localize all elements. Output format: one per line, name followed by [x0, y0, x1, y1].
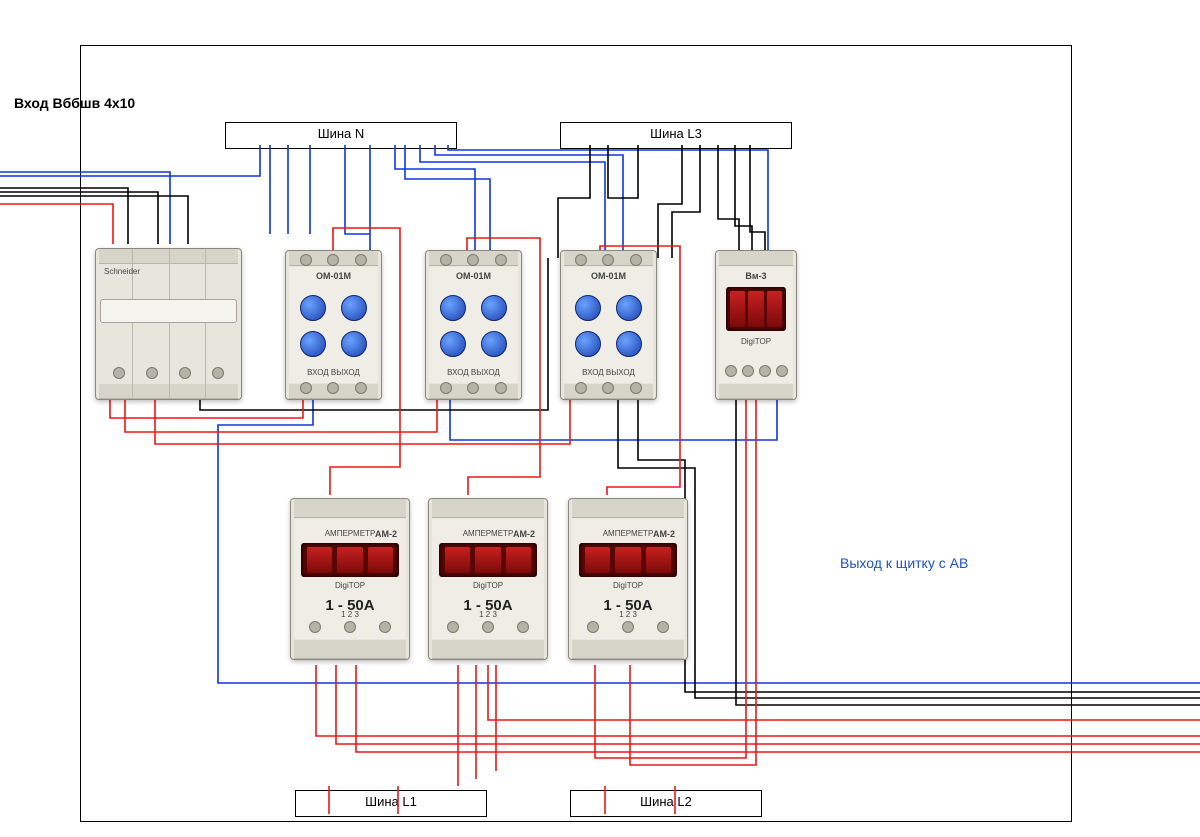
busbar-N: Шина N [225, 122, 457, 149]
relay-io-label: ВХОД ВЫХОД [561, 368, 656, 377]
relay-knob-3[interactable] [575, 331, 601, 357]
ammeter-bottom-cap [294, 640, 406, 659]
relay-top-terminals [567, 254, 650, 268]
voltmeter-bottom-cap [719, 384, 793, 399]
ammeter-display [301, 543, 399, 577]
voltmeter-top-cap [719, 251, 793, 266]
busbar-L2: Шина L2 [570, 790, 762, 817]
output-label: Выход к щитку с АВ [840, 555, 968, 571]
voltmeter-display [726, 287, 786, 331]
ammeter-model: АМ-2 [513, 529, 535, 539]
breaker-terminals [102, 367, 235, 381]
ammeter-2[interactable]: АМПЕРМЕТРАМ-2DigiTOP1 - 50A1 2 3 [428, 498, 548, 660]
relay-bottom-terminals [292, 382, 375, 396]
diagram-stage: Вход Вббшв 4х10 Выход к щитку с АВ Шина N Ш… [0, 0, 1200, 837]
ammeter-brand: DigiTOP [429, 581, 547, 590]
relay-knob-1[interactable] [300, 295, 326, 321]
ammeter-terminals [297, 621, 403, 635]
ammeter-model: АМ-2 [375, 529, 397, 539]
breaker-toggle[interactable] [100, 299, 237, 323]
ammeter-display [579, 543, 677, 577]
voltmeter[interactable]: Вм-3 DigiTOP [715, 250, 797, 400]
relay-model: ОМ-01М [426, 271, 521, 281]
relay-model: ОМ-01М [286, 271, 381, 281]
relay-io-label: ВХОД ВЫХОД [426, 368, 521, 377]
relay-top-terminals [432, 254, 515, 268]
ammeter-brand: DigiTOP [291, 581, 409, 590]
relay-knob-2[interactable] [341, 295, 367, 321]
relay-knob-2[interactable] [481, 295, 507, 321]
relay-io-label: ВХОД ВЫХОД [286, 368, 381, 377]
relay-knob-2[interactable] [616, 295, 642, 321]
relay-body [289, 267, 378, 383]
ammeter-brand: DigiTOP [569, 581, 687, 590]
ammeter-terminal-numbers: 1 2 3 [429, 610, 547, 619]
relay-knob-4[interactable] [481, 331, 507, 357]
relay-knob-3[interactable] [440, 331, 466, 357]
relay-3[interactable]: ОМ-01М ВХОД ВЫХОД [560, 250, 657, 400]
relay-body [564, 267, 653, 383]
ammeter-terminals [435, 621, 541, 635]
ammeter-terminals [575, 621, 681, 635]
input-label: Вход Вббшв 4х10 [14, 95, 135, 111]
voltmeter-model: Вм-3 [716, 271, 796, 281]
voltmeter-terminals [722, 365, 790, 379]
relay-1[interactable]: ОМ-01М ВХОД ВЫХОД [285, 250, 382, 400]
ammeter-top-cap [432, 499, 544, 518]
panel-frame [80, 45, 1072, 822]
voltmeter-brand: DigiTOP [716, 337, 796, 346]
relay-knob-1[interactable] [440, 295, 466, 321]
main-breaker[interactable]: Schneider [95, 248, 242, 400]
busbar-L3: Шина L3 [560, 122, 792, 149]
relay-knob-3[interactable] [300, 331, 326, 357]
relay-knob-4[interactable] [616, 331, 642, 357]
ammeter-terminal-numbers: 1 2 3 [291, 610, 409, 619]
relay-bottom-terminals [432, 382, 515, 396]
relay-2[interactable]: ОМ-01М ВХОД ВЫХОД [425, 250, 522, 400]
relay-bottom-terminals [567, 382, 650, 396]
relay-model: ОМ-01М [561, 271, 656, 281]
relay-top-terminals [292, 254, 375, 268]
ammeter-1[interactable]: АМПЕРМЕТРАМ-2DigiTOP1 - 50A1 2 3 [290, 498, 410, 660]
ammeter-top-cap [572, 499, 684, 518]
ammeter-bottom-cap [432, 640, 544, 659]
busbar-L1: Шина L1 [295, 790, 487, 817]
relay-knob-4[interactable] [341, 331, 367, 357]
ammeter-terminal-numbers: 1 2 3 [569, 610, 687, 619]
ammeter-model: АМ-2 [653, 529, 675, 539]
ammeter-bottom-cap [572, 640, 684, 659]
relay-knob-1[interactable] [575, 295, 601, 321]
ammeter-display [439, 543, 537, 577]
ammeter-3[interactable]: АМПЕРМЕТРАМ-2DigiTOP1 - 50A1 2 3 [568, 498, 688, 660]
breaker-brand: Schneider [104, 267, 241, 276]
ammeter-top-cap [294, 499, 406, 518]
relay-body [429, 267, 518, 383]
